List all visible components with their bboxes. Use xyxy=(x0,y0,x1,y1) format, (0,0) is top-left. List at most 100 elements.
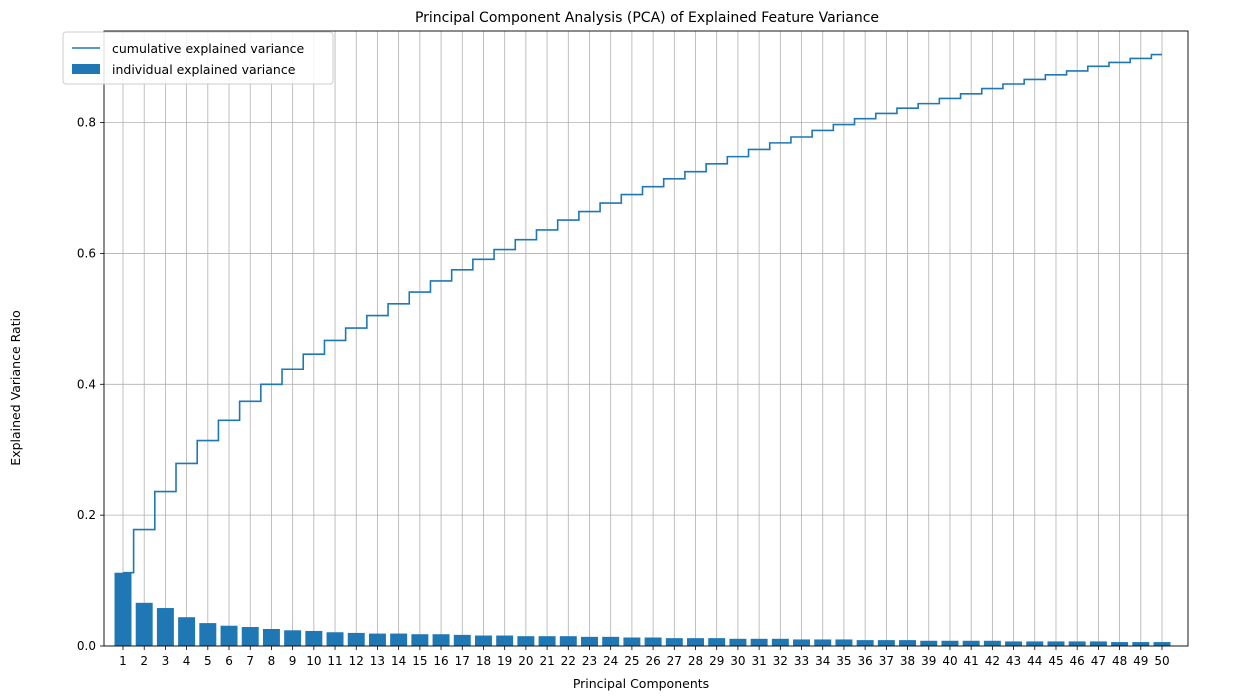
variance-bar xyxy=(1068,641,1086,646)
x-tick-label: 45 xyxy=(1048,654,1063,668)
x-tick-label: 31 xyxy=(751,654,766,668)
x-ticks: 1 2 3 4 5 6 7 8 9 10 11 12 13 14 15 16 17 18 19 20 21 22 23 24 2… xyxy=(119,646,1170,668)
plot-frame xyxy=(103,30,1189,647)
x-tick-label: 18 xyxy=(476,654,491,668)
x-tick-label: 21 xyxy=(539,654,554,668)
x-tick-label: 48 xyxy=(1112,654,1127,668)
variance-bar xyxy=(771,638,789,646)
variance-bar xyxy=(305,630,323,646)
variance-bar xyxy=(1005,641,1023,646)
legend-box xyxy=(62,31,334,85)
variance-bar xyxy=(284,630,302,646)
x-tick-label: 15 xyxy=(412,654,427,668)
x-tick-label: 7 xyxy=(246,654,254,668)
variance-bar xyxy=(474,635,492,646)
variance-bar xyxy=(962,640,980,646)
x-tick-label: 41 xyxy=(964,654,979,668)
x-tick-label: 24 xyxy=(603,654,618,668)
x-tick-label: 42 xyxy=(985,654,1000,668)
x-tick-label: 3 xyxy=(162,654,170,668)
x-tick-label: 35 xyxy=(836,654,851,668)
x-tick-label: 2 xyxy=(140,654,148,668)
variance-bar xyxy=(835,639,853,646)
variance-bar xyxy=(1111,642,1129,646)
bars-layer xyxy=(114,572,1171,646)
x-tick-label: 27 xyxy=(667,654,682,668)
variance-bar xyxy=(581,636,598,646)
x-tick-label: 30 xyxy=(730,654,745,668)
x-tick-label: 49 xyxy=(1133,654,1148,668)
variance-bar xyxy=(750,638,768,646)
x-tick-label: 14 xyxy=(391,654,406,668)
variance-bar xyxy=(496,635,514,646)
variance-bar xyxy=(899,640,917,646)
x-tick-label: 19 xyxy=(497,654,512,668)
legend: cumulative explained variance individual… xyxy=(62,31,334,85)
x-tick-label: 20 xyxy=(518,654,533,668)
x-tick-label: 44 xyxy=(1027,654,1042,668)
x-tick-label: 9 xyxy=(289,654,297,668)
variance-bar xyxy=(877,640,895,646)
x-tick-label: 10 xyxy=(306,654,321,668)
x-tick-label: 33 xyxy=(794,654,809,668)
x-tick-label: 47 xyxy=(1091,654,1106,668)
x-tick-label: 38 xyxy=(900,654,915,668)
variance-bar xyxy=(220,625,238,646)
legend-bar-swatch xyxy=(72,64,100,74)
variance-bar xyxy=(814,639,832,646)
variance-bar xyxy=(920,640,938,646)
cumulative-step-line xyxy=(123,53,1162,574)
legend-label-cumulative: cumulative explained variance xyxy=(112,41,305,56)
x-tick-label: 29 xyxy=(709,654,724,668)
y-ticks: 0.0 0.2 0.4 0.6 0.8 xyxy=(77,116,104,653)
variance-bar xyxy=(793,639,811,646)
variance-bar xyxy=(390,633,408,646)
x-tick-label: 39 xyxy=(921,654,936,668)
y-tick-label: 0.2 xyxy=(77,508,96,522)
variance-bar xyxy=(135,602,153,646)
variance-bar xyxy=(708,638,726,646)
variance-bar xyxy=(644,637,662,646)
y-tick-label: 0.8 xyxy=(77,116,96,130)
variance-bar xyxy=(114,572,132,646)
variance-bar xyxy=(1153,642,1171,646)
variance-bar xyxy=(517,636,535,646)
variance-bar xyxy=(411,634,429,646)
x-tick-label: 23 xyxy=(582,654,597,668)
x-tick-label: 8 xyxy=(268,654,276,668)
variance-bar xyxy=(368,633,386,646)
variance-bar xyxy=(453,634,471,646)
variance-bar xyxy=(983,640,1001,646)
variance-bar xyxy=(559,636,577,646)
legend-label-individual: individual explained variance xyxy=(112,62,296,77)
y-axis-label: Explained Variance Ratio xyxy=(8,310,23,465)
x-tick-label: 11 xyxy=(327,654,342,668)
variance-bar xyxy=(538,636,556,646)
variance-bar xyxy=(941,640,959,646)
x-tick-label: 22 xyxy=(561,654,576,668)
x-tick-label: 46 xyxy=(1070,654,1085,668)
variance-bar xyxy=(856,640,874,646)
x-tick-label: 5 xyxy=(204,654,212,668)
variance-bar xyxy=(602,636,620,646)
variance-bar xyxy=(1026,641,1044,646)
variance-bar xyxy=(623,637,641,646)
y-tick-label: 0.4 xyxy=(77,377,96,391)
x-axis-label: Principal Components xyxy=(573,676,709,691)
x-tick-label: 43 xyxy=(1006,654,1021,668)
variance-bar xyxy=(326,632,344,646)
variance-bar xyxy=(665,638,683,646)
variance-bar xyxy=(729,638,747,646)
x-tick-label: 32 xyxy=(773,654,788,668)
x-tick-label: 13 xyxy=(370,654,385,668)
variance-bar xyxy=(347,632,365,646)
variance-bar xyxy=(241,627,259,646)
x-tick-label: 26 xyxy=(645,654,660,668)
x-tick-label: 6 xyxy=(225,654,233,668)
variance-bar xyxy=(199,623,217,646)
x-tick-label: 25 xyxy=(624,654,639,668)
y-tick-label: 0.0 xyxy=(77,639,96,653)
x-tick-label: 34 xyxy=(815,654,830,668)
x-tick-label: 1 xyxy=(119,654,127,668)
